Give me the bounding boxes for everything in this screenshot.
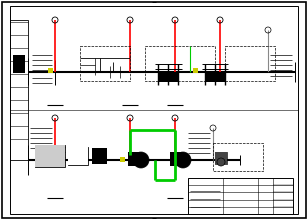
Bar — [92, 148, 107, 164]
Bar — [215, 152, 227, 164]
Bar — [80, 46, 130, 81]
Bar — [13, 55, 25, 73]
Bar — [35, 145, 65, 167]
Circle shape — [217, 158, 225, 166]
Bar — [188, 178, 293, 214]
Bar — [193, 68, 198, 73]
Bar — [158, 72, 178, 82]
Bar — [145, 46, 215, 81]
Bar — [128, 152, 140, 166]
Circle shape — [133, 152, 149, 168]
Bar — [120, 157, 125, 162]
Bar — [48, 68, 53, 73]
Bar — [225, 46, 275, 81]
Bar — [205, 72, 225, 82]
Bar — [213, 143, 263, 171]
Circle shape — [175, 152, 191, 168]
Bar — [68, 147, 88, 165]
Bar — [35, 145, 65, 167]
Bar — [68, 147, 88, 165]
Bar — [215, 152, 227, 164]
Bar — [10, 20, 28, 160]
Bar — [170, 152, 182, 166]
